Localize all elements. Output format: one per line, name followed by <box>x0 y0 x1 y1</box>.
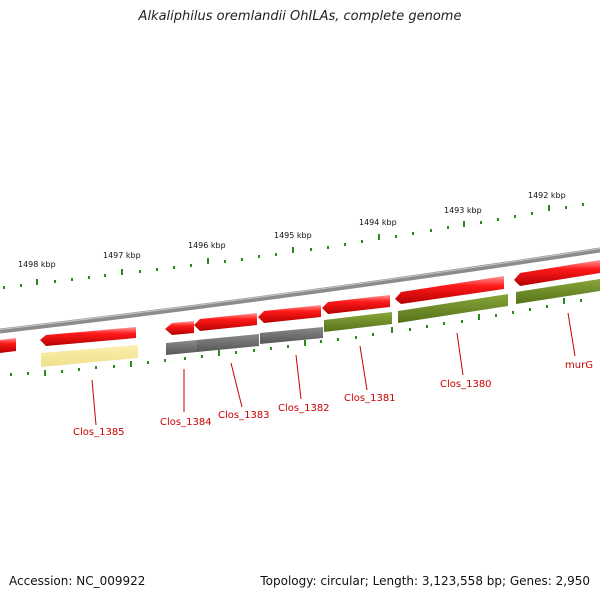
gene-label-clos1382[interactable]: Clos_1382 <box>278 403 330 414</box>
gene-block-clos1385[interactable] <box>41 345 138 367</box>
scale-label-1492: 1492 kbp <box>528 191 566 200</box>
gene-label-clos1381[interactable]: Clos_1381 <box>344 393 396 404</box>
gene-block-clos1380[interactable] <box>398 294 508 323</box>
gene-arrow-clos1385[interactable] <box>40 327 136 346</box>
scale-label-1498: 1498 kbp <box>18 260 56 269</box>
gene-arrow-clos1380[interactable] <box>395 276 504 304</box>
gene-block-clos1382[interactable] <box>260 327 323 344</box>
scale-label-1495: 1495 kbp <box>274 231 312 240</box>
gene-label-clos1385[interactable]: Clos_1385 <box>73 427 125 438</box>
gene-block-murG[interactable] <box>516 279 600 304</box>
gene-block-clos1384[interactable] <box>166 340 197 355</box>
gene-block-clos1383[interactable] <box>197 334 259 352</box>
reverse-strand-genes <box>41 279 600 367</box>
map-title: Alkaliphilus oremlandii OhILAs, complete… <box>138 9 462 24</box>
gene-labels: Clos_1385 Clos_1384 Clos_1383 Clos_1382 … <box>73 360 593 438</box>
gene-arrow-murG[interactable] <box>514 260 600 286</box>
genome-backbone-highlight <box>0 248 600 330</box>
scale-labels: 1498 kbp 1497 kbp 1496 kbp 1495 kbp 1494… <box>18 191 566 269</box>
gene-label-clos1384[interactable]: Clos_1384 <box>160 417 212 428</box>
gene-arrow-clos1382[interactable] <box>258 305 321 323</box>
gene-label-clos1383[interactable]: Clos_1383 <box>218 410 270 421</box>
genome-summary: Topology: circular; Length: 3,123,558 bp… <box>260 574 590 588</box>
label-leader-lines <box>91 312 576 426</box>
inner-scale-ticks <box>10 298 582 376</box>
scale-label-1494: 1494 kbp <box>359 218 397 227</box>
scale-label-1493: 1493 kbp <box>444 206 482 215</box>
gene-arrow-edge-left[interactable] <box>0 338 16 353</box>
gene-arrow-clos1383[interactable] <box>194 313 257 331</box>
gene-block-clos1381[interactable] <box>324 312 392 332</box>
gene-arrow-clos1381[interactable] <box>322 295 390 314</box>
forward-strand-genes <box>0 260 600 353</box>
gene-label-clos1380[interactable]: Clos_1380 <box>440 379 492 390</box>
gene-arrow-clos1384[interactable] <box>165 321 194 335</box>
gene-label-murG[interactable]: murG <box>565 360 593 371</box>
scale-label-1497: 1497 kbp <box>103 251 141 260</box>
outer-scale-ticks <box>3 203 584 289</box>
scale-label-1496: 1496 kbp <box>188 241 226 250</box>
genome-backbone <box>0 247 600 334</box>
accession-label: Accession: NC_009922 <box>9 574 146 588</box>
